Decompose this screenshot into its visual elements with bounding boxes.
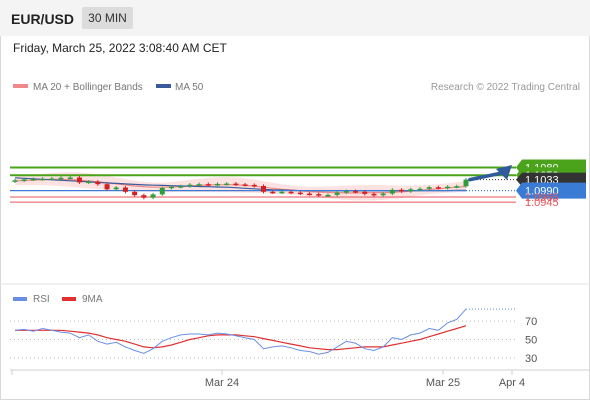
candle-body (67, 177, 73, 179)
candle-body (408, 189, 414, 192)
rsi-ma-legend-label: 9MA (82, 294, 103, 305)
rsi-panel: 70 50 30 (10, 308, 537, 365)
ma20-legend-swatch (13, 84, 28, 88)
candle-body (261, 186, 267, 192)
candle-body (21, 179, 27, 181)
candle-body (297, 192, 303, 195)
candle-body (196, 184, 202, 186)
support-value: 1.0965 (525, 192, 559, 204)
candle-body (389, 189, 395, 194)
candle-body (187, 184, 193, 187)
x-tick-label: Mar 24 (205, 377, 239, 389)
candle-body (49, 178, 55, 180)
rsi-legend-swatch (13, 297, 27, 301)
candle-body (122, 187, 128, 192)
chart-datetime: Friday, March 25, 2022 3:08:40 AM CET (13, 41, 227, 55)
candle-body (95, 181, 101, 185)
forecast-arrow-shaft (468, 171, 504, 182)
chart-header: EUR/USD 30 MIN (0, 0, 590, 36)
rsi-line (14, 308, 467, 355)
candle-body (334, 192, 340, 195)
candle-body (178, 186, 184, 188)
candle-body (362, 191, 368, 194)
candle-body (159, 188, 165, 195)
rsi-tick-label: 30 (525, 353, 537, 365)
ma50-legend-label: MA 50 (175, 82, 204, 93)
candle-body (279, 191, 285, 194)
candle-body (113, 187, 119, 190)
candle-body (12, 180, 18, 182)
candle-body (205, 184, 211, 186)
candle-body (417, 188, 423, 191)
support-value: 1.0945 (525, 197, 559, 209)
candle-body (288, 191, 294, 194)
candle-body (343, 191, 349, 193)
rsi-ma-legend-swatch (62, 297, 76, 301)
candle-body (307, 193, 313, 196)
rsi-legend-label: RSI (33, 294, 50, 305)
ma50-legend-swatch (156, 84, 171, 88)
rsi-ma-line (15, 325, 467, 351)
x-tick-label: Apr 4 (499, 377, 525, 389)
candle-body (426, 187, 432, 189)
rsi-tick-label: 70 (525, 316, 537, 328)
candle-body (242, 184, 248, 186)
forecast-arrow (468, 165, 512, 182)
candle-body (40, 178, 46, 181)
candle-body (141, 195, 147, 198)
candle-body (30, 179, 36, 181)
candle-body (316, 194, 322, 196)
candle-body (270, 191, 276, 194)
candle-body (132, 191, 138, 196)
symbol-title: EUR/USD (11, 11, 75, 27)
candle-body (104, 184, 110, 190)
candle-body (325, 194, 331, 197)
forecast-arrow-head (496, 165, 512, 180)
candlesticks (12, 176, 469, 200)
candle-body (214, 183, 220, 186)
research-credit: Research © 2022 Trading Central (431, 82, 580, 93)
bollinger-bands (15, 172, 466, 201)
candle-body (251, 184, 257, 187)
candle-body (168, 186, 174, 189)
candle-body (353, 191, 359, 193)
candle-body (58, 177, 64, 180)
x-tick-label: Mar 25 (426, 377, 460, 389)
candle-body (435, 187, 441, 189)
candle-body (76, 177, 82, 183)
candle-body (463, 179, 469, 187)
candle-body (86, 181, 92, 184)
pivot-value: 1.0990 (525, 186, 559, 198)
candle-body (371, 193, 377, 196)
ma20-legend-label: MA 20 + Bollinger Bands (33, 82, 143, 93)
timeframe-badge[interactable]: 30 MIN (82, 7, 133, 29)
bollinger-band-area (15, 172, 466, 201)
candle-body (380, 193, 386, 196)
candle-body (399, 189, 405, 192)
rsi-tick-label: 50 (525, 335, 537, 347)
candle-body (233, 183, 239, 186)
candle-body (224, 183, 230, 186)
pivot-tag (516, 182, 586, 199)
candle-body (445, 186, 451, 189)
candle-body (454, 186, 460, 188)
candle-body (150, 194, 156, 198)
